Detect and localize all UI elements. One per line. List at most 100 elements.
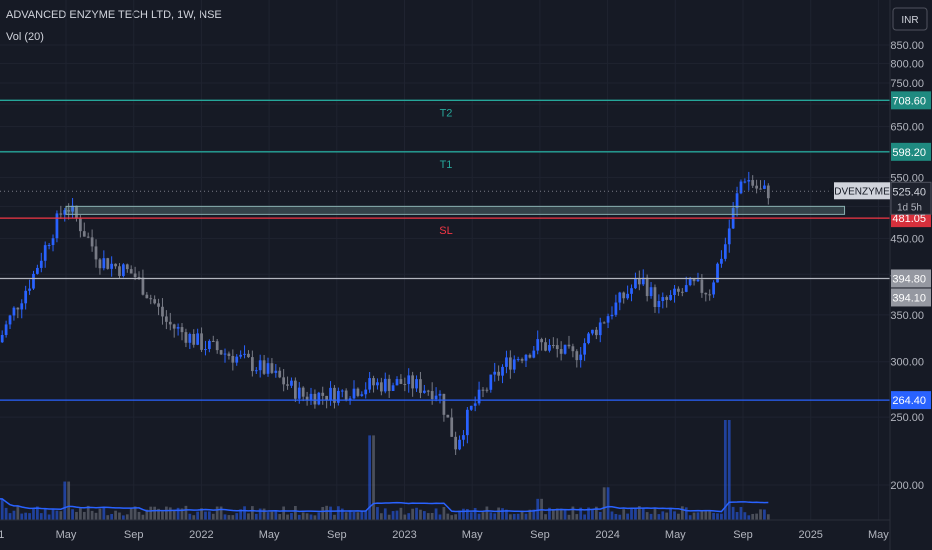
volume-bar <box>391 511 395 520</box>
volume-bar <box>47 514 51 520</box>
volume-bar <box>161 511 164 520</box>
candle-body <box>55 213 59 239</box>
candle-body <box>465 409 469 436</box>
price-tick: 650.00 <box>890 122 924 134</box>
volume-bar <box>247 513 250 520</box>
candle-body <box>727 228 731 245</box>
candle-body <box>708 294 712 296</box>
volume-bar <box>594 506 598 520</box>
volume-bar <box>258 508 262 520</box>
volume-bar <box>618 514 622 520</box>
currency-box[interactable] <box>892 7 928 31</box>
volume-bar <box>278 514 282 520</box>
candle-body <box>567 344 571 347</box>
volume-bar <box>172 510 176 520</box>
time-tick: 21 <box>0 529 4 541</box>
candle-body <box>630 288 633 294</box>
volume-bar <box>141 514 145 520</box>
candle-body <box>505 357 508 367</box>
candle-body <box>317 392 321 405</box>
candle-body <box>129 269 133 274</box>
candle-body <box>297 387 301 399</box>
candle-body <box>145 294 149 299</box>
level-price-tag[interactable] <box>891 288 931 307</box>
volume-bar <box>661 511 665 520</box>
candle-body <box>415 379 418 389</box>
volume-bar <box>677 513 680 520</box>
time-tick: Sep <box>124 529 144 541</box>
volume-bar <box>524 513 528 520</box>
candle-body <box>704 292 708 295</box>
level-price-tag[interactable] <box>891 142 931 161</box>
volume-bar <box>422 511 426 520</box>
candle-body <box>692 278 696 282</box>
candle-body <box>278 370 282 378</box>
volume-bar <box>290 513 293 520</box>
level-price-label: 708.60 <box>892 95 926 107</box>
volume-bar <box>137 511 141 520</box>
volume-bar <box>122 515 125 520</box>
candle-body <box>665 297 669 300</box>
candle-body <box>157 303 160 307</box>
candle-body <box>204 349 207 351</box>
level-price-tag[interactable] <box>891 91 931 110</box>
volume-bar <box>458 510 461 520</box>
volume-bar <box>692 512 696 520</box>
volume-bar <box>606 487 610 520</box>
candle-body <box>454 436 457 450</box>
candle-body <box>759 188 762 190</box>
volume-indicator-label[interactable]: Vol (20) <box>6 31 44 43</box>
volume-bar <box>669 507 672 520</box>
volume-bars <box>0 420 770 520</box>
candle-body <box>313 393 317 405</box>
level-price-tag[interactable] <box>891 269 931 288</box>
volume-bar <box>645 512 649 520</box>
candle-body <box>419 379 422 393</box>
candle-body <box>0 334 4 343</box>
last-price-tag[interactable] <box>890 181 932 215</box>
candle-body <box>176 327 180 329</box>
level-price-tag[interactable] <box>891 391 931 410</box>
volume-bar <box>313 515 317 520</box>
symbol-tag[interactable] <box>834 182 890 200</box>
volume-bar <box>239 509 243 520</box>
candle-body <box>379 382 383 392</box>
volume-bar <box>481 512 485 520</box>
volume-bar <box>505 509 508 520</box>
candle-body <box>747 180 751 182</box>
volume-bar <box>720 513 723 520</box>
candle-body <box>125 264 129 270</box>
price-tick: 200.00 <box>890 480 924 492</box>
volume-bar <box>704 510 708 520</box>
candle-body <box>446 414 450 418</box>
price-tick: 850.00 <box>890 40 924 52</box>
candle-body <box>634 278 637 289</box>
candle-body <box>247 353 250 358</box>
candle-body <box>555 345 559 350</box>
breakout-zone[interactable] <box>65 205 846 215</box>
volume-bar <box>383 508 387 520</box>
candle-body <box>399 379 403 384</box>
volume-bar <box>708 510 712 520</box>
candle-body <box>118 266 121 276</box>
volume-bar <box>336 506 340 520</box>
candle-body <box>716 263 719 283</box>
candle-body <box>258 360 262 371</box>
candle-body <box>493 371 497 375</box>
candle-body <box>548 345 551 351</box>
candle-body <box>286 384 289 386</box>
candle-body <box>645 277 649 297</box>
volume-bar <box>575 514 579 520</box>
volume-bar <box>71 509 74 520</box>
candle-body <box>192 333 196 345</box>
volume-bar <box>634 508 637 520</box>
volume-bar <box>571 506 575 520</box>
candle-body <box>47 245 51 247</box>
volume-bar <box>587 507 590 520</box>
volume-bar <box>583 514 586 520</box>
volume-bar <box>415 507 418 520</box>
volume-bar <box>372 435 375 520</box>
volume-bar <box>755 513 758 520</box>
